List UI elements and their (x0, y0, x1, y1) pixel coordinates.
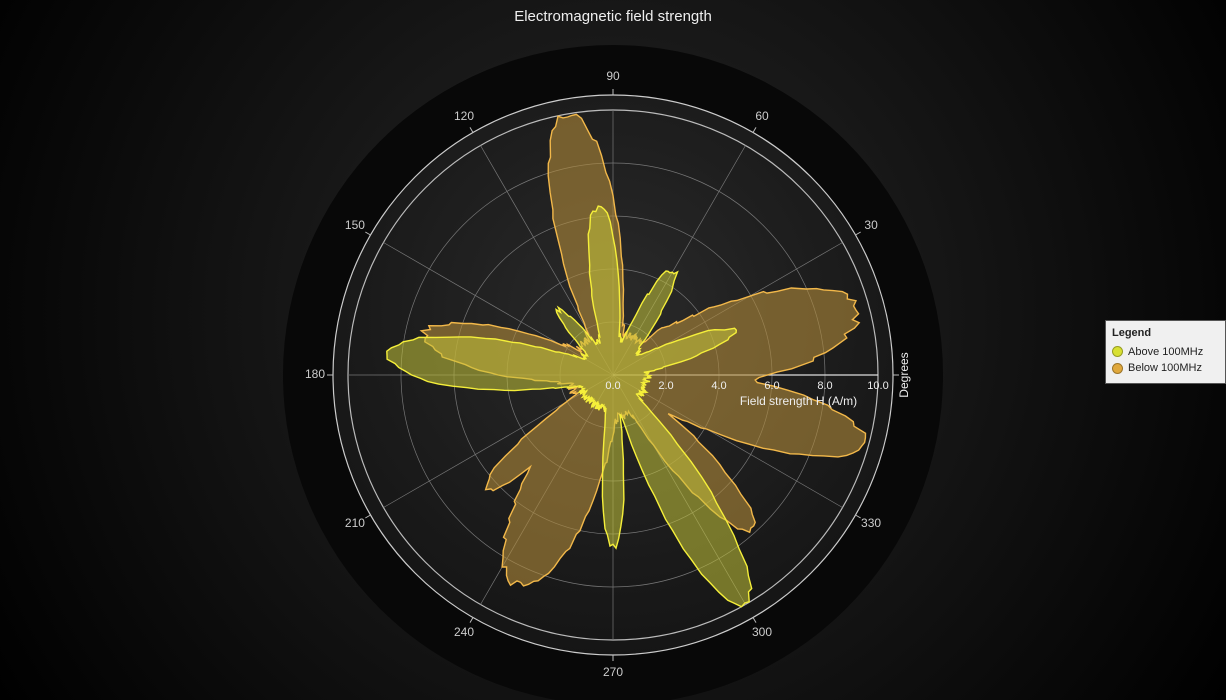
legend-panel: Legend Above 100MHz Below 100MHz (1105, 320, 1226, 384)
radial-tick-label: 4.0 (711, 380, 726, 392)
radial-tick-label: 6.0 (764, 380, 779, 392)
angle-label: 60 (755, 109, 769, 123)
legend-label: Below 100MHz (1128, 360, 1202, 377)
legend-swatch-below (1112, 363, 1123, 374)
angle-label: 300 (752, 625, 772, 639)
legend-item: Above 100MHz (1112, 344, 1217, 361)
angle-label: 180 (305, 367, 325, 381)
angle-label: 270 (603, 665, 623, 679)
radial-tick-label: 0.0 (605, 380, 620, 392)
angle-label: 210 (345, 516, 365, 530)
angular-axis-label: Degrees (897, 352, 911, 397)
radial-tick-label: 2.0 (658, 380, 673, 392)
radial-tick-label: 8.0 (817, 380, 832, 392)
legend-swatch-above (1112, 346, 1123, 357)
angle-label: 330 (861, 516, 881, 530)
polar-chart: 30 60 90 120 150 180 210 240 270 300 330 0.0 2.0 4.0 6… (0, 20, 1226, 700)
legend-label: Above 100MHz (1128, 344, 1203, 361)
radial-axis-label: Field strength H (A/m) (740, 394, 857, 408)
radial-tick-label: 10.0 (867, 380, 888, 392)
legend-item: Below 100MHz (1112, 360, 1217, 377)
angle-label: 120 (454, 109, 474, 123)
angle-label: 240 (454, 625, 474, 639)
angle-label: 30 (864, 218, 878, 232)
angle-label: 150 (345, 218, 365, 232)
legend-title: Legend (1112, 325, 1217, 342)
angle-label: 90 (606, 69, 620, 83)
